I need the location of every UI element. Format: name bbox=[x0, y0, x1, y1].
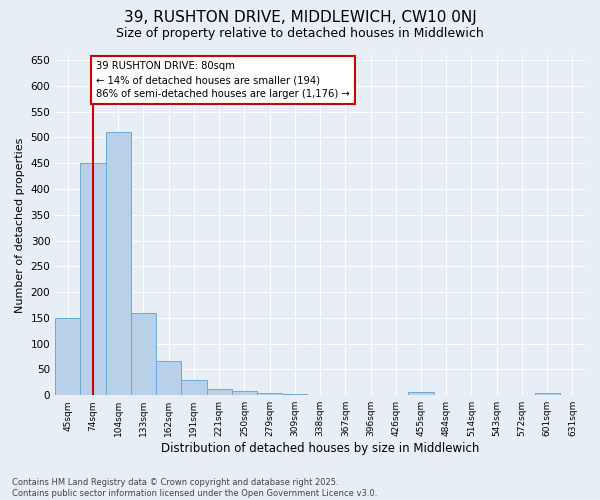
Bar bbox=[307, 394, 332, 395]
Bar bbox=[156, 360, 181, 395]
Bar bbox=[535, 392, 560, 395]
Bar bbox=[282, 394, 307, 395]
Text: 39 RUSHTON DRIVE: 80sqm
← 14% of detached houses are smaller (194)
86% of semi-d: 39 RUSHTON DRIVE: 80sqm ← 14% of detache… bbox=[96, 61, 350, 99]
Y-axis label: Number of detached properties: Number of detached properties bbox=[15, 138, 25, 313]
Bar bbox=[55, 318, 80, 395]
Text: Size of property relative to detached houses in Middlewich: Size of property relative to detached ho… bbox=[116, 28, 484, 40]
Bar bbox=[206, 389, 232, 395]
Text: Contains HM Land Registry data © Crown copyright and database right 2025.
Contai: Contains HM Land Registry data © Crown c… bbox=[12, 478, 377, 498]
Bar bbox=[409, 392, 434, 395]
Bar bbox=[232, 391, 257, 395]
Bar bbox=[181, 380, 206, 395]
Text: 39, RUSHTON DRIVE, MIDDLEWICH, CW10 0NJ: 39, RUSHTON DRIVE, MIDDLEWICH, CW10 0NJ bbox=[124, 10, 476, 25]
Bar bbox=[80, 163, 106, 395]
Bar bbox=[131, 312, 156, 395]
Bar bbox=[257, 392, 282, 395]
Bar bbox=[106, 132, 131, 395]
X-axis label: Distribution of detached houses by size in Middlewich: Distribution of detached houses by size … bbox=[161, 442, 479, 455]
